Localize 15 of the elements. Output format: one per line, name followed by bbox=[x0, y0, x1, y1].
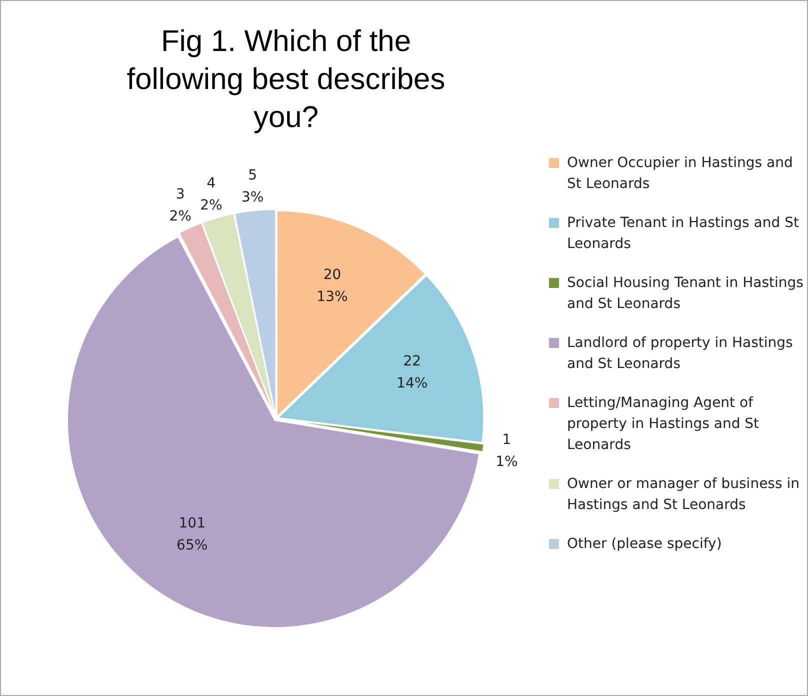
data-label: 101 65% bbox=[176, 516, 208, 554]
legend-label: Private Tenant in Hastings and St Leonards bbox=[567, 214, 800, 254]
legend-label: Landlord of property in Hastings and St Leonards bbox=[567, 334, 794, 374]
data-label: 22 14% bbox=[396, 354, 428, 392]
legend-label: Social Housing Tenant in Hastings and St Leonards bbox=[567, 274, 804, 314]
legend-label: Other (please specify) bbox=[567, 535, 722, 554]
data-label: 1 1% bbox=[496, 432, 518, 470]
data-label: 20 13% bbox=[316, 267, 348, 306]
legend-label: Owner Occupier in Hastings and St Leonards bbox=[567, 154, 794, 194]
chart-title: Fig 1. Which of the following best describes you? bbox=[126, 24, 446, 136]
legend-label: Owner or manager of business in Hastings and St Leonards bbox=[567, 475, 800, 515]
data-label: 3 2% bbox=[169, 186, 192, 225]
legend-label: Letting/Managing Agent of property in Hastings and St Leonards bbox=[567, 394, 760, 455]
data-label: 5 3% bbox=[241, 167, 264, 206]
data-label: 4 2% bbox=[200, 175, 222, 214]
